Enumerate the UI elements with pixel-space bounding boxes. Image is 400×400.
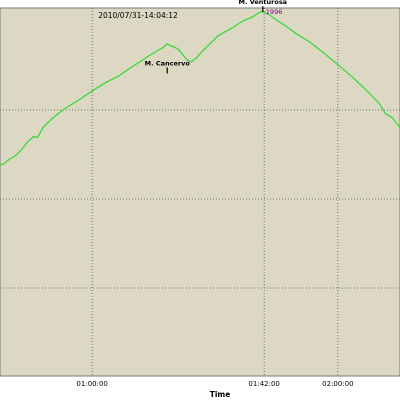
peak-label-2: M. Venturosa: [239, 0, 288, 6]
x-tick-label-1: 01:00:00: [76, 380, 107, 388]
x-axis-title: Time: [210, 390, 231, 399]
peak-annotations: M. Cancervo M. Venturosa 1996: [145, 0, 288, 74]
x-tick-label-3: 02:00:00: [322, 380, 353, 388]
plot-area: [0, 7, 400, 377]
vertical-gridlines: [91, 8, 339, 376]
x-tick-label-2: 01:42:00: [248, 380, 279, 388]
x-axis-ticks: 01:00:00 01:42:00 02:00:00: [76, 380, 353, 388]
peak-value-label: 1996: [266, 8, 283, 16]
peak-label-1: M. Cancervo: [145, 59, 191, 67]
horizontal-gridlines: [0, 109, 400, 289]
timestamp-label: 2010/07/31-14:04:12: [98, 11, 178, 20]
altitude-series-line: [0, 10, 400, 166]
